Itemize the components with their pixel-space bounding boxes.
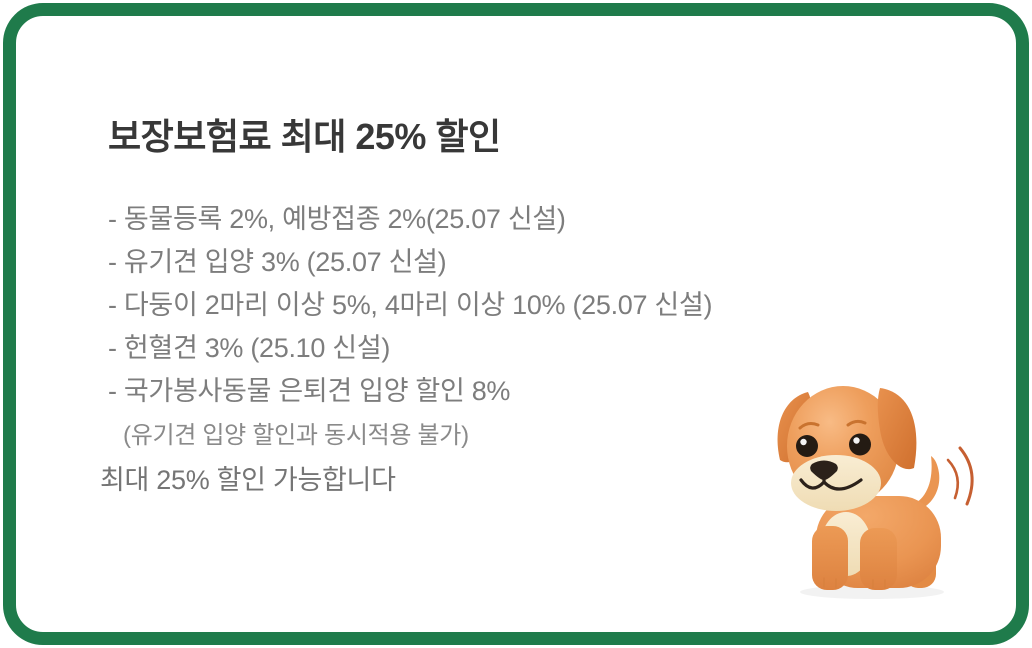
list-item: - 다둥이 2마리 이상 5%, 4마리 이상 10% (25.07 신설) [108,290,713,320]
dog-right-ear [877,388,917,470]
dog-illustration [777,386,974,599]
summary-text: 최대 25% 할인 가능합니다 [100,465,396,495]
dog-nose [810,460,838,480]
list-item: - 국가봉사동물 은퇴견 입양 할인 8% [108,376,511,406]
dog-mouth [799,476,863,491]
dog-tail [910,456,940,511]
list-item: - 헌혈견 3% (25.10 신설) [108,333,391,363]
list-item: - 유기견 입양 3% (25.07 신설) [108,247,447,277]
note-text: (유기견 입양 할인과 동시적용 불가) [123,422,469,449]
dog-eyes [796,433,871,457]
green-border-card: 보장보험료 최대 25% 할인 - 동물등록 2%, 예방접종 2%(25.07… [3,3,1029,645]
card-content: 보장보험료 최대 25% 할인 - 동물등록 2%, 예방접종 2%(25.07… [100,116,960,503]
tail-motion-lines-icon [946,446,974,506]
dog-front-legs [812,526,897,590]
list-item: - 동물등록 2%, 예방접종 2%(25.07 신설) [108,204,566,234]
discount-list: - 동물등록 2%, 예방접종 2%(25.07 신설) - 유기견 입양 3%… [100,198,960,413]
card-title: 보장보험료 최대 25% 할인 [108,116,501,157]
dog-eyebrows [798,419,867,430]
